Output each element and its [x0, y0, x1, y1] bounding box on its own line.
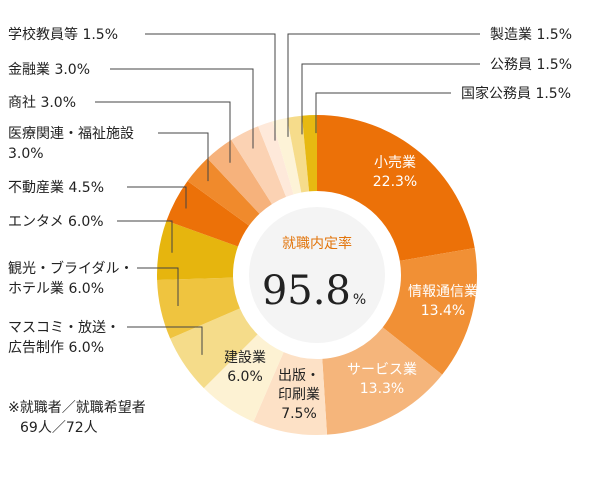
ext-label-14: 公務員 1.5% [490, 57, 572, 73]
slice-label-3: 出版・印刷業 7.5% [278, 368, 320, 422]
center-value: 95.8 [262, 268, 351, 314]
leader-line-14 [301, 63, 480, 135]
slice-4 [203, 334, 284, 422]
ext-label-12: 学校教員等 1.5% [8, 26, 118, 43]
slice-label-3-line-1: 印刷業 [278, 387, 320, 403]
center-value-text: 95.8% [262, 268, 366, 314]
slice-label-2-line-0: サービス業 [347, 362, 417, 378]
ext-label-9: 医療関連・福祉施設 3.0% [8, 125, 134, 162]
slice-label-3-line-2: 7.5% [281, 406, 317, 422]
ext-label-10-text: 商社 3.0% [8, 95, 76, 111]
slice-0 [317, 115, 475, 261]
ext-label-11-text: 金融業 3.0% [8, 62, 90, 78]
ext-label-7: エンタメ 6.0% [8, 214, 104, 230]
center-hole [249, 207, 385, 343]
slice-label-4-line-1: 6.0% [227, 369, 263, 385]
ext-label-13-text: 製造業 1.5% [490, 27, 572, 43]
ext-label-6: 観光・ブライダル・ホテル業 6.0% [8, 260, 133, 297]
slice-14 [287, 115, 310, 193]
leader-line-12 [145, 33, 276, 141]
ext-label-13: 製造業 1.5% [490, 27, 572, 43]
ext-label-8: 不動産業 4.5% [8, 180, 104, 196]
ext-label-6-line-0: 観光・ブライダル・ [8, 260, 133, 277]
ext-label-9-line-0: 医療関連・福祉施設 [8, 125, 134, 142]
slice-label-0-line-0: 小売業 [374, 155, 416, 171]
slice-12 [258, 121, 294, 197]
leader-line-7 [117, 220, 173, 253]
leader-line-13 [287, 33, 480, 137]
center-title: 就職内定率 [282, 235, 352, 252]
slice-label-2: サービス業 13.3% [347, 362, 417, 397]
slice-15 [301, 115, 317, 192]
leader-line-11 [110, 68, 254, 149]
leader-line-15 [315, 92, 451, 134]
ext-label-12-text: 学校教員等 1.5% [8, 26, 118, 43]
slice-13 [272, 117, 302, 195]
ext-label-15-text: 国家公務員 1.5% [461, 85, 571, 102]
footnote-line-2: 69人／72人 [20, 420, 98, 436]
ext-label-7-text: エンタメ 6.0% [8, 214, 104, 230]
slice-label-1: 情報通信業 13.4% [408, 284, 478, 319]
footnote-line-1: ※就職者／就職希望者 [8, 400, 146, 416]
slice-label-0-line-1: 22.3% [373, 174, 417, 190]
slice-9 [187, 158, 260, 226]
leader-lines-group [95, 33, 480, 355]
center-unit: % [353, 292, 366, 308]
leader-line-5 [127, 326, 203, 355]
slice-11 [231, 126, 287, 205]
slice-3 [253, 352, 328, 435]
slice-label-1-line-1: 13.4% [421, 303, 465, 319]
slice-label-4: 建設業 6.0% [224, 350, 266, 385]
slice-8 [166, 180, 250, 247]
slices-group [157, 115, 478, 435]
ext-label-8-text: 不動産業 4.5% [8, 180, 104, 196]
slice-label-3-line-0: 出版・ [278, 368, 320, 384]
ext-label-10: 商社 3.0% [8, 95, 76, 111]
slice-label-1-line-0: 情報通信業 [408, 284, 478, 300]
slice-label-0: 小売業 22.3% [373, 155, 417, 190]
slice-1 [382, 247, 478, 375]
footnote: ※就職者／就職希望者 69人／72人 [8, 400, 150, 436]
leader-line-8 [127, 186, 187, 209]
ext-label-11: 金融業 3.0% [8, 62, 90, 78]
ext-label-14-text: 公務員 1.5% [490, 57, 572, 73]
ext-label-15: 国家公務員 1.5% [461, 85, 571, 102]
slice-label-2-line-1: 13.3% [360, 381, 404, 397]
slice-5 [170, 308, 258, 389]
ext-label-6-line-1: ホテル業 6.0% [8, 281, 104, 297]
ext-label-5-line-1: 広告制作 6.0% [8, 340, 104, 356]
ext-label-5-line-0: マスコミ・放送・ [8, 320, 120, 336]
leader-line-9 [158, 132, 209, 182]
labels-group: 小売業 22.3% 情報通信業 13.4% サービス業 13.3% 出版・印刷業 7.5% 建設… [8, 26, 572, 422]
ext-label-5: マスコミ・放送・広告制作 6.0% [8, 320, 120, 356]
slice-7 [157, 220, 238, 281]
slice-10 [207, 139, 272, 214]
leader-line-10 [95, 101, 231, 163]
slice-label-4-line-0: 建設業 [224, 350, 266, 366]
leader-line-6 [137, 267, 179, 306]
ext-label-9-line-1: 3.0% [8, 146, 44, 162]
slice-2 [322, 327, 443, 435]
